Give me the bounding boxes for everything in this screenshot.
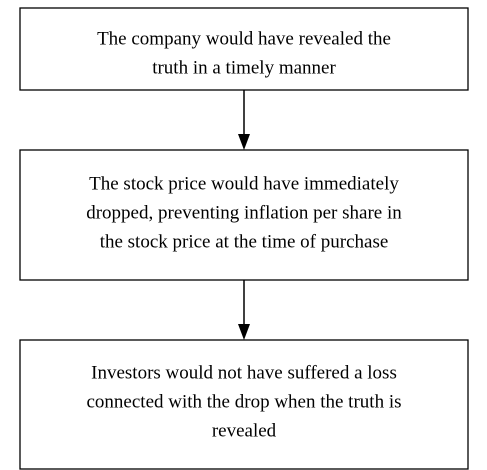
box-text: The stock price would have immediately: [89, 173, 399, 194]
arrow-head: [238, 324, 250, 340]
box-text: connected with the drop when the truth i…: [86, 391, 401, 412]
box-text: the stock price at the time of purchase: [100, 231, 389, 252]
arrow-head: [238, 134, 250, 150]
box-text: revealed: [212, 420, 277, 441]
box: [19, 339, 469, 470]
box-text: The company would have revealed the: [97, 28, 391, 49]
box-text: truth in a timely manner: [152, 57, 336, 78]
box: [19, 149, 469, 281]
box-text: Investors would not have suffered a loss: [91, 362, 397, 383]
box-text: dropped, preventing inflation per share …: [86, 202, 402, 223]
box: [19, 7, 469, 91]
